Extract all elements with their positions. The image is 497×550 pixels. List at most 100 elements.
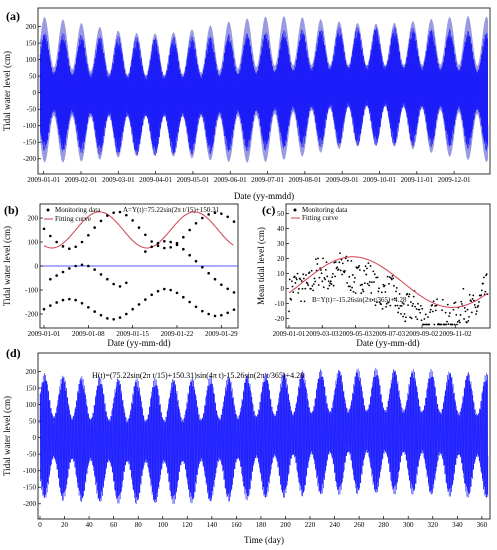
panel-c-point-624 bbox=[322, 257, 324, 260]
panel-a-xlabel: Date (yy-mmdd) bbox=[234, 191, 294, 201]
panel-b-point-middle-23 bbox=[207, 271, 210, 275]
panel-b-point-middle-0 bbox=[49, 277, 52, 281]
panel-d-x-tick-label-6: 120 bbox=[182, 521, 193, 529]
panel-c-y-tick-label-1: -10 bbox=[275, 300, 285, 308]
panel-c-point-169 bbox=[297, 291, 300, 294]
panel-c-point-1586 bbox=[374, 304, 377, 307]
panel-b-point-upper-15 bbox=[137, 226, 141, 229]
panel-c-point-2041 bbox=[399, 305, 402, 307]
panel-a-y-tick-label-8: 200 bbox=[26, 23, 37, 31]
panel-d-label: (d) bbox=[6, 346, 21, 360]
panel-c-point-1534 bbox=[371, 298, 374, 301]
panel-b-point-upper-5 bbox=[74, 245, 77, 249]
panel-c-point-3133 bbox=[458, 321, 461, 324]
panel-a-x-tick-label-11: 2009-12-01 bbox=[438, 176, 471, 184]
panel-d-x-ticks: 0 20 40 60 80 100 120 140 160 180 200 220 240 260 280 3… bbox=[38, 516, 488, 529]
panel-b-point-lower-12 bbox=[118, 316, 122, 319]
panel-c-point-2431 bbox=[420, 319, 423, 322]
panel-c-point-1911 bbox=[392, 277, 395, 280]
panel-c-point-1066 bbox=[346, 281, 349, 284]
panel-d-y-tick-label-4: 0 bbox=[33, 434, 37, 442]
panel-b-point-upper-14 bbox=[131, 219, 134, 222]
panel-a: (a) -200 -150 -100 -50 0 50 100 150 200 2009-01-… bbox=[2, 7, 491, 201]
panel-c-point-1547 bbox=[372, 270, 375, 273]
panel-c-point-1079 bbox=[346, 259, 349, 262]
panel-b-point-upper-28 bbox=[220, 212, 223, 215]
panel-a-label: (a) bbox=[6, 9, 20, 23]
panel-c-point-754 bbox=[329, 282, 332, 285]
panel-c-point-117 bbox=[294, 282, 297, 284]
panel-c-point-1144 bbox=[350, 260, 353, 262]
panel-d-x-tick-label-17: 340 bbox=[452, 521, 463, 529]
panel-c-point-949 bbox=[339, 269, 342, 272]
panel-c-point-611 bbox=[321, 280, 324, 283]
panel-c-point-351 bbox=[307, 284, 310, 286]
panel-c-point-3094 bbox=[456, 321, 459, 323]
panel-d-x-tick-label-13: 260 bbox=[354, 521, 365, 529]
panel-c-point-208 bbox=[299, 278, 302, 281]
panel-b-point-lower-8 bbox=[93, 310, 96, 313]
panel-c-point-299 bbox=[304, 287, 307, 290]
panel-c-point-3211 bbox=[463, 318, 465, 320]
panel-c-point-1014 bbox=[343, 271, 346, 274]
panel-b-point-lower-22 bbox=[182, 295, 185, 299]
panel-b-point-lower-7 bbox=[87, 305, 90, 309]
panel-b-y-tick-label-4: 200 bbox=[28, 214, 39, 222]
panel-c-legend-fitting: Fitting curve bbox=[302, 214, 338, 222]
panel-a-x-tick-label-9: 2009-10-01 bbox=[363, 176, 396, 184]
panel-a-x-tick-label-8: 2009-09-01 bbox=[326, 176, 359, 184]
panel-c-point-3601 bbox=[484, 290, 487, 293]
panel-b-legend-fitting: Fitting curve bbox=[55, 215, 91, 223]
panel-c-point-3575 bbox=[483, 276, 485, 279]
panel-b-point-middle-19 bbox=[182, 247, 185, 251]
panel-c-point-2795 bbox=[440, 323, 443, 326]
panel-c-point-3315 bbox=[468, 293, 471, 296]
panel-b-point-middle-1 bbox=[55, 274, 58, 277]
panel-a-y-tick-label-6: 100 bbox=[26, 56, 37, 64]
panel-c-point-3146 bbox=[459, 314, 462, 316]
panel-c-y-tick-label-4: 20 bbox=[277, 255, 285, 263]
panel-c-point-1716 bbox=[381, 308, 384, 310]
panel-c-point-728 bbox=[327, 280, 330, 283]
panel-b-fit-curve bbox=[43, 211, 234, 249]
panel-c-point-2951 bbox=[448, 312, 451, 314]
panel-b-x-tick-label-4: 2009-01-29 bbox=[205, 330, 238, 338]
panel-a-x-tick-label-2: 2009-03-01 bbox=[102, 176, 135, 184]
panel-c-point-1898 bbox=[391, 275, 394, 277]
panel-b-point-lower-19 bbox=[163, 287, 166, 291]
panel-b-point-lower-25 bbox=[201, 309, 204, 313]
panel-b-point-lower-14 bbox=[131, 307, 134, 311]
panel-c-point-884 bbox=[336, 266, 339, 269]
panel-b-point-middle-15 bbox=[156, 241, 160, 245]
panel-c-point-143 bbox=[295, 278, 298, 281]
panel-b-point-lower-4 bbox=[68, 297, 71, 301]
panel-b-point-upper-20 bbox=[169, 245, 172, 249]
panel-b-point-middle-9 bbox=[106, 277, 109, 281]
panel-c-point-2262 bbox=[411, 305, 414, 307]
panel-b-point-lower-23 bbox=[188, 300, 191, 304]
panel-c-point-1300 bbox=[358, 269, 361, 271]
panel-b-point-middle-12 bbox=[125, 281, 128, 285]
panel-c-point-338 bbox=[306, 282, 309, 285]
panel-c-point-2145 bbox=[405, 316, 407, 319]
panel-c-point-2054 bbox=[400, 312, 402, 315]
panel-b-point-middle-14 bbox=[150, 245, 153, 249]
panel-c-point-1651 bbox=[378, 287, 380, 290]
panel-a-x-tick-label-3: 2009-04-01 bbox=[139, 176, 172, 184]
panel-c-point-3406 bbox=[473, 304, 476, 306]
panel-c-point-1794 bbox=[385, 302, 388, 305]
panel-c-point-676 bbox=[324, 268, 327, 271]
panel-d-series-line bbox=[39, 367, 489, 504]
panel-c-point-39 bbox=[290, 298, 293, 301]
panel-c-point-3263 bbox=[466, 321, 468, 324]
panel-c-y-tick-label-7: 50 bbox=[277, 210, 285, 218]
panel-c-x-tick-label-5: 2009-11-02 bbox=[439, 330, 472, 338]
panel-b-point-middle-10 bbox=[112, 282, 115, 286]
panel-c-point-416 bbox=[310, 269, 313, 272]
panel-c-point-2639 bbox=[431, 310, 434, 313]
panel-c-point-2535 bbox=[426, 323, 429, 326]
panel-c-point-975 bbox=[341, 273, 344, 276]
panel-c: (c) -20 -10 0 10 20 30 40 50 2009-01-01 2009-03-… bbox=[256, 203, 491, 348]
panel-c-point-1950 bbox=[394, 304, 397, 307]
panel-b-point-upper-26 bbox=[207, 213, 210, 216]
